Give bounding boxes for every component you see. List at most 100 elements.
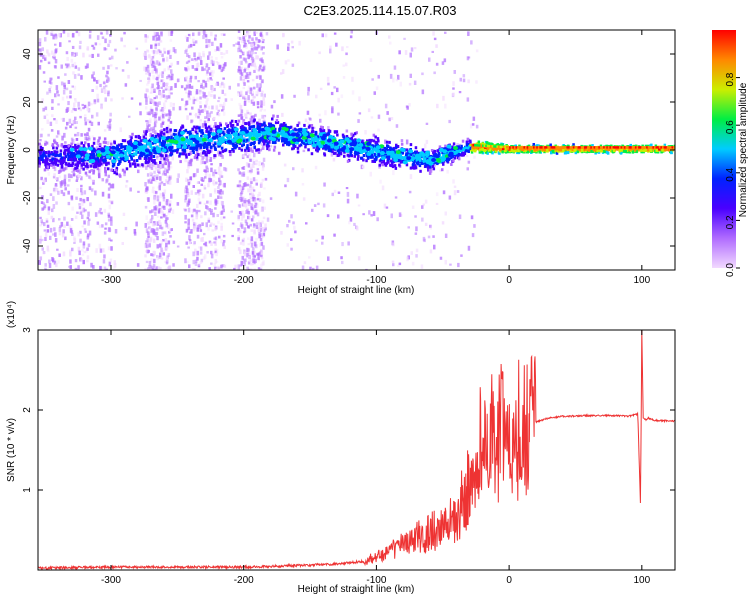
heat-cell <box>48 162 51 166</box>
heat-cell <box>167 240 171 245</box>
heat-cell <box>218 183 221 187</box>
heat-cell <box>262 52 265 55</box>
heat-cell <box>88 230 92 236</box>
heat-cell <box>184 35 188 39</box>
heat-cell <box>54 185 57 189</box>
heat-cell <box>39 216 42 219</box>
heat-cell <box>46 119 49 124</box>
heat-cell <box>420 264 424 269</box>
heat-cell <box>217 109 220 113</box>
heat-cell <box>331 106 334 110</box>
heat-cell <box>317 138 320 142</box>
heat-cell <box>207 227 210 231</box>
heat-cell <box>337 97 340 103</box>
heat-cell <box>38 133 42 139</box>
heat-cell <box>246 144 249 148</box>
heat-cell <box>242 95 245 99</box>
heat-cell <box>92 71 95 75</box>
heat-cell <box>38 42 42 47</box>
heat-cell <box>152 35 155 41</box>
heat-cell <box>92 169 96 173</box>
heat-cell <box>106 76 109 82</box>
heat-cell <box>184 221 187 224</box>
heat-cell <box>262 39 265 41</box>
heat-cell <box>190 85 194 89</box>
heat-cell <box>266 147 269 151</box>
heat-cell <box>215 130 218 134</box>
heat-cell <box>249 196 252 199</box>
heat-cell <box>219 103 222 107</box>
heat-cell <box>88 218 91 222</box>
heat-cell <box>313 138 316 142</box>
heat-cell <box>109 118 112 122</box>
heat-cell <box>41 238 44 242</box>
heat-cell <box>210 208 213 212</box>
heat-cell <box>155 194 158 199</box>
heat-cell <box>81 225 85 228</box>
heat-cell <box>209 193 212 197</box>
heat-cell <box>409 73 412 78</box>
heat-cell <box>379 179 382 184</box>
heat-cell <box>467 245 471 251</box>
heat-cell <box>100 211 103 215</box>
heat-cell <box>114 169 118 173</box>
heat-cell <box>74 259 78 263</box>
heat-cell <box>391 161 394 165</box>
heat-cell <box>353 222 356 226</box>
heat-cell <box>314 165 318 170</box>
heat-cell <box>63 82 66 87</box>
heat-cell <box>199 122 202 128</box>
heat-cell <box>164 172 167 176</box>
heat-cell <box>155 266 159 270</box>
heat-cell <box>155 107 158 112</box>
heat-cell <box>160 31 163 37</box>
heat-cell <box>102 248 105 253</box>
heat-cell <box>201 66 204 72</box>
heat-cell <box>243 101 247 106</box>
heat-cell <box>308 256 311 259</box>
heat-cell <box>86 106 89 112</box>
heat-cell <box>242 57 246 61</box>
heat-cell <box>83 133 87 136</box>
heat-cell <box>50 32 53 36</box>
heat-cell <box>448 195 452 200</box>
heat-cell <box>286 142 289 146</box>
heat-cell <box>248 41 251 45</box>
heat-cell <box>115 67 118 70</box>
heat-cell <box>158 185 161 191</box>
heat-cell <box>172 240 176 244</box>
heat-cell <box>42 107 45 112</box>
heat-cell <box>239 242 243 245</box>
heat-cell <box>77 144 80 148</box>
heat-cell <box>71 85 74 88</box>
heat-cell <box>203 187 207 190</box>
heat-cell <box>390 164 393 168</box>
heat-cell <box>189 176 192 180</box>
heat-cell <box>146 173 150 177</box>
heat-cell <box>255 203 259 208</box>
heat-cell <box>261 147 264 150</box>
heat-cell <box>390 155 393 159</box>
heat-cell <box>202 177 205 182</box>
heat-cell <box>331 150 334 154</box>
heat-cell <box>265 144 269 148</box>
heat-cell <box>186 37 189 42</box>
heat-cell <box>64 155 68 159</box>
heat-cell <box>239 55 242 59</box>
heat-cell <box>391 260 395 263</box>
heat-cell <box>385 206 389 209</box>
heat-cell <box>244 258 247 263</box>
heat-cell <box>258 87 262 92</box>
heat-cell <box>246 252 249 258</box>
heat-cell <box>174 133 177 137</box>
heat-cell <box>311 126 314 130</box>
heat-cell <box>57 190 60 195</box>
heat-cell <box>260 57 263 63</box>
heat-cell <box>238 102 241 106</box>
heat-cell <box>284 184 287 188</box>
heat-cell <box>187 207 191 213</box>
heat-cell <box>95 248 98 253</box>
heat-cell <box>167 208 170 211</box>
heat-cell <box>123 171 126 177</box>
heat-cell <box>169 161 172 165</box>
